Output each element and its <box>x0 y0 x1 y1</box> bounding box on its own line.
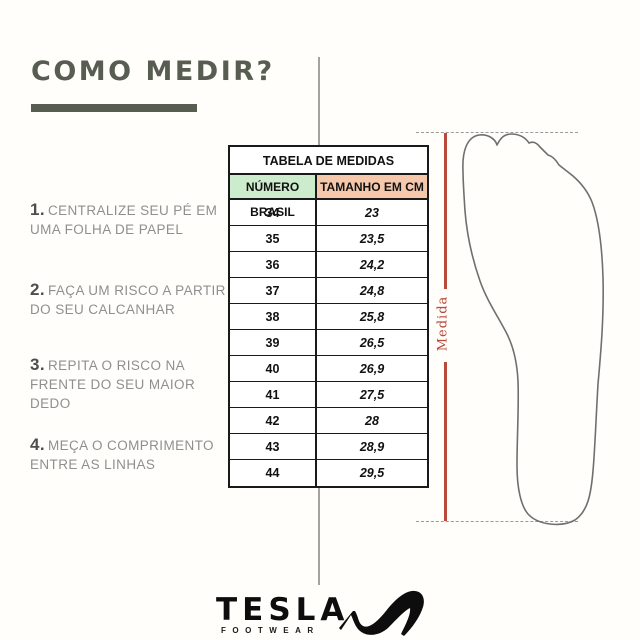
step-4-number: 4. <box>30 435 45 454</box>
brand-subtitle: FOOTWEAR <box>221 626 320 635</box>
table-row: 39 26,5 <box>230 330 427 356</box>
table-row: 35 23,5 <box>230 226 427 252</box>
step-1-number: 1. <box>30 200 45 219</box>
table-row: 38 25,8 <box>230 304 427 330</box>
measure-line-upper <box>444 133 447 289</box>
brand-name: TESLA <box>216 592 350 628</box>
table-row: 37 24,8 <box>230 278 427 304</box>
cell-numero-brasil: 37 <box>230 278 317 303</box>
cell-tamanho-cm: 26,9 <box>359 362 385 376</box>
cell-numero-brasil: 35 <box>230 226 317 251</box>
table-row: 44 29,5 <box>230 460 427 486</box>
cell-numero-brasil: 40 <box>230 356 317 381</box>
measure-label: Medida <box>435 295 451 352</box>
step-3-number: 3. <box>30 355 45 374</box>
table-row: 42 28 <box>230 408 427 434</box>
cell-numero-brasil: 42 <box>230 408 317 433</box>
column-header-tamanho-cm: TAMANHO EM CM <box>317 175 427 198</box>
dashed-guide-bottom <box>416 521 578 522</box>
cell-tamanho-cm: 28,9 <box>359 440 385 454</box>
step-3: 3. REPITA O RISCO NA FRENTE DO SEU MAIOR … <box>30 355 235 413</box>
step-1-text: CENTRALIZE SEU PÉ EM UMA FOLHA DE PAPEL <box>30 203 218 237</box>
table-row: 40 26,9 <box>230 356 427 382</box>
swoosh-path <box>339 590 424 636</box>
cell-numero-brasil: 39 <box>230 330 317 355</box>
cell-tamanho-cm: 24,2 <box>359 258 385 272</box>
cell-tamanho-cm: 25,8 <box>359 310 385 324</box>
cell-tamanho-cm: 27,5 <box>359 388 385 402</box>
cell-tamanho-cm: 23,5 <box>359 232 385 246</box>
cell-numero-brasil: 36 <box>230 252 317 277</box>
title-underline <box>31 104 197 112</box>
foot-outline-illustration <box>462 133 604 526</box>
table-row: 34 23 <box>230 200 427 226</box>
step-2: 2. FAÇA UM RISCO A PARTIR DO SEU CALCANHA… <box>30 280 235 319</box>
column-header-numero-brasil: NÚMERO BRASIL <box>230 175 317 219</box>
cell-tamanho-cm: 28 <box>365 414 379 428</box>
cell-numero-brasil: 34 <box>230 200 317 225</box>
page-title: COMO MEDIR? <box>31 56 275 87</box>
cell-tamanho-cm: 23 <box>365 206 379 220</box>
table-row: 43 28,9 <box>230 434 427 460</box>
step-2-number: 2. <box>30 280 45 299</box>
step-3-text: REPITA O RISCO NA FRENTE DO SEU MAIOR DE… <box>30 358 196 411</box>
cell-tamanho-cm: 26,5 <box>359 336 385 350</box>
cell-tamanho-cm: 24,8 <box>359 284 385 298</box>
step-1: 1. CENTRALIZE SEU PÉ EM UMA FOLHA DE PAPE… <box>30 200 235 239</box>
step-4-text: MEÇA O COMPRIMENTO ENTRE AS LINHAS <box>30 438 214 472</box>
foot-outline-path <box>462 133 604 526</box>
cell-numero-brasil: 43 <box>230 434 317 459</box>
size-table: TABELA DE MEDIDAS NÚMERO BRASIL TAMANHO … <box>228 145 429 488</box>
step-4: 4. MEÇA O COMPRIMENTO ENTRE AS LINHAS <box>30 435 235 474</box>
cell-numero-brasil: 44 <box>230 460 317 486</box>
cell-tamanho-cm: 29,5 <box>359 466 385 480</box>
size-table-header: NÚMERO BRASIL TAMANHO EM CM <box>230 175 427 219</box>
cell-numero-brasil: 38 <box>230 304 317 329</box>
dashed-guide-top <box>416 132 578 133</box>
table-row: 41 27,5 <box>230 382 427 408</box>
table-row: 36 24,2 <box>230 252 427 278</box>
step-2-text: FAÇA UM RISCO A PARTIR DO SEU CALCANHAR <box>30 283 226 317</box>
brand-swoosh-icon <box>339 590 424 636</box>
measure-line-lower <box>444 362 447 521</box>
size-table-title: TABELA DE MEDIDAS <box>230 147 427 175</box>
size-table-body: 34 23 35 23,5 36 24,2 37 24,8 38 25,8 39 26,5 40 26,9… <box>230 200 427 486</box>
cell-numero-brasil: 41 <box>230 382 317 407</box>
